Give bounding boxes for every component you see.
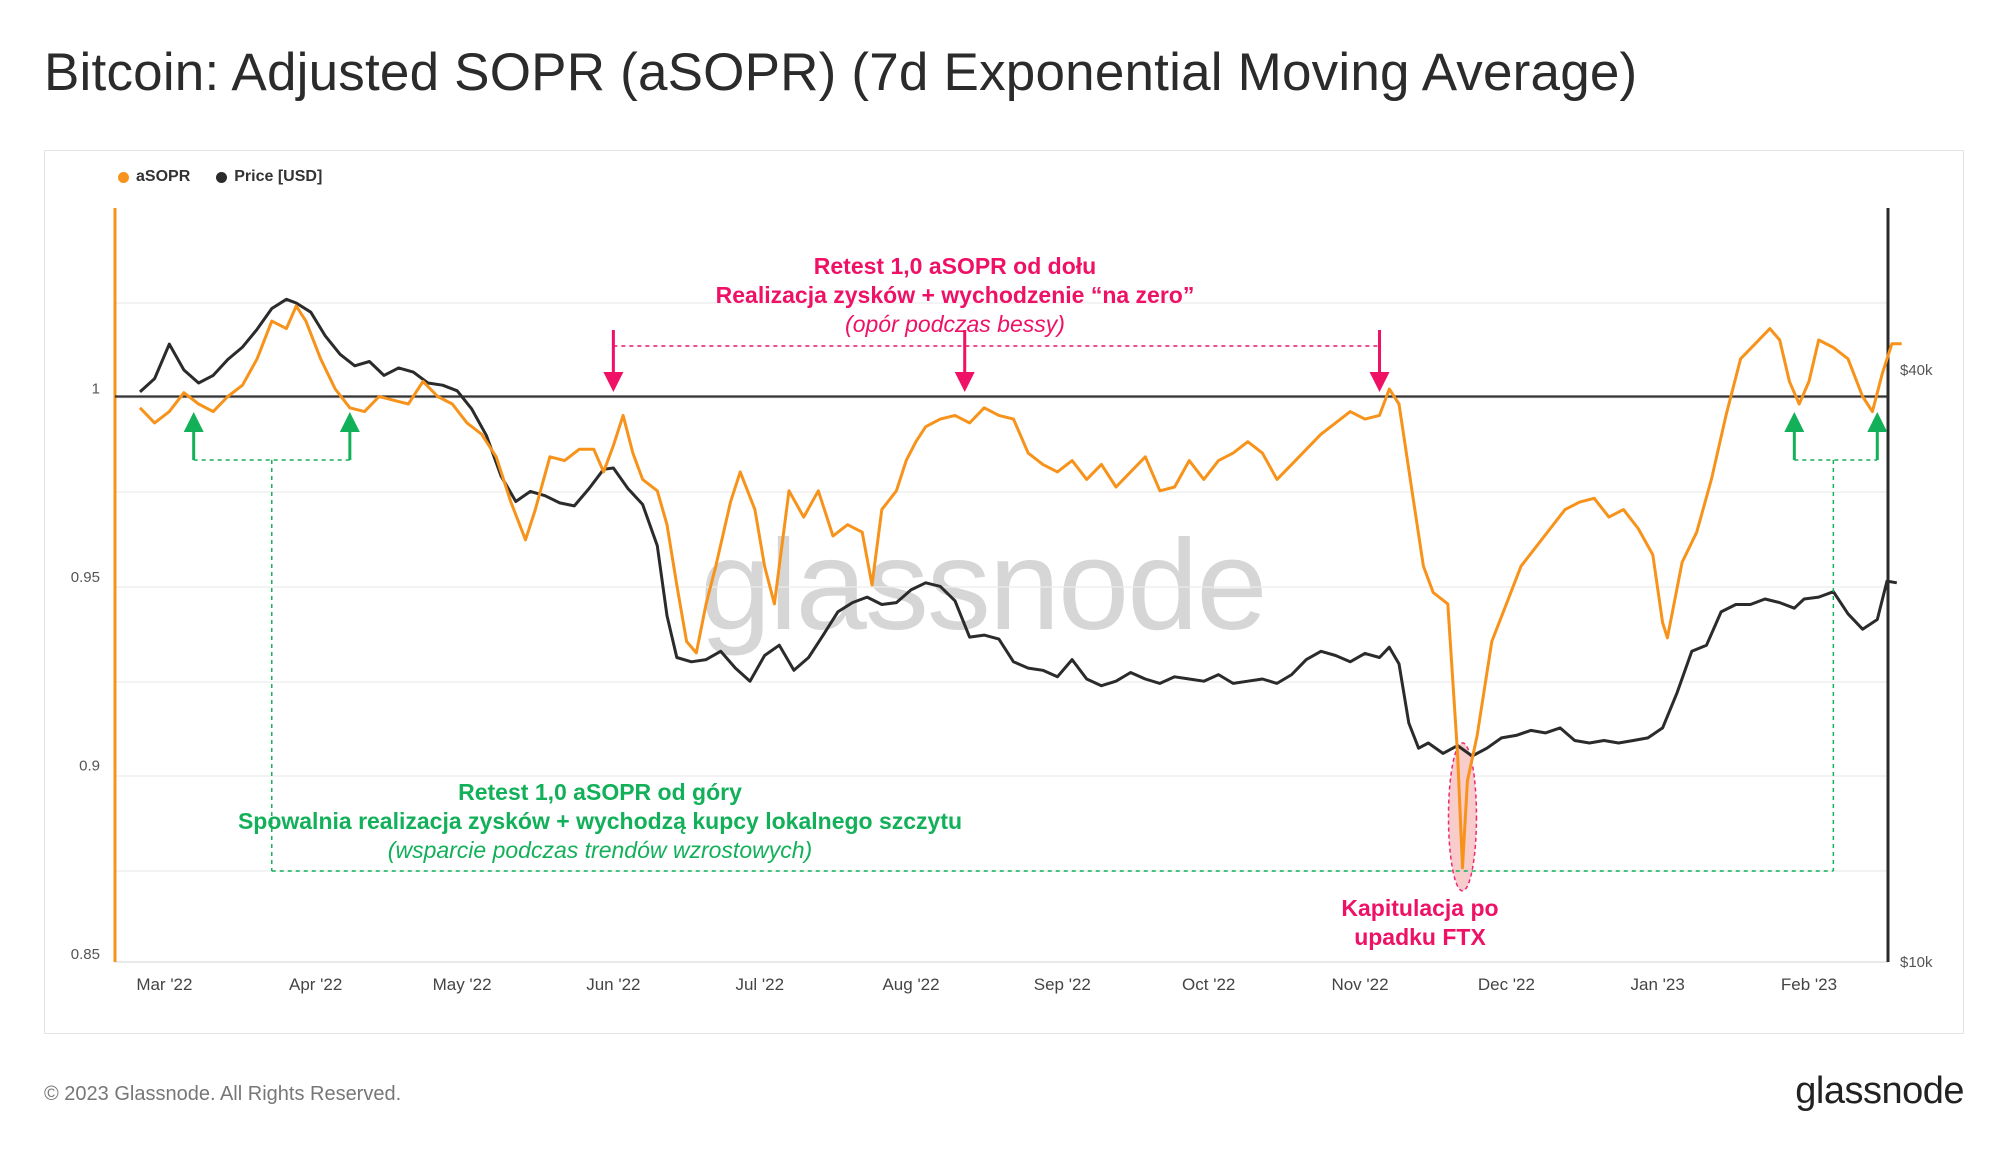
annotation-resistance-line2: Realizacja zysków + wychodzenie “na zero… [715,282,1195,308]
y-tick-label-left: 0.85 [71,946,100,963]
series-line-price [138,297,1898,758]
x-tick-label: Mar '22 [136,975,192,994]
x-tick-label: Nov '22 [1331,975,1388,994]
annotation-capitulation: Kapitulacja po upadku FTX [1310,894,1530,952]
y-tick-label-left: 0.95 [71,569,100,586]
support-arrow-head-0 [183,412,204,432]
x-tick-label: Sep '22 [1034,975,1091,994]
support-arrow-head-2 [1784,412,1805,432]
footer-logo: glassnode [1795,1070,1964,1112]
x-tick-label: Dec '22 [1478,975,1535,994]
page-title: Bitcoin: Adjusted SOPR (aSOPR) (7d Expon… [44,43,1638,102]
x-tick-label: Jul '22 [735,975,784,994]
x-tick-label: Jun '22 [586,975,640,994]
capitulation-highlight [1447,742,1478,892]
resistance-arrow-head-0 [603,372,624,392]
footer-copyright: © 2023 Glassnode. All Rights Reserved. [44,1083,402,1105]
resistance-arrow-head-2 [1369,372,1390,392]
annotation-resistance: Retest 1,0 aSOPR od dołu Realizacja zysk… [665,252,1245,339]
annotation-support: Retest 1,0 aSOPR od góry Spowalnia reali… [180,778,1020,865]
annotation-resistance-line3: (opór podczas bessy) [845,311,1065,337]
annotation-support-line2: Spowalnia realizacja zysków + wychodzą k… [237,808,963,834]
support-arrow-head-1 [339,412,360,432]
y-tick-label-right: $40k [1900,362,1933,379]
chart-legend: aSOPR Price [USD] [118,168,322,186]
legend-label-price: Price [USD] [234,168,323,185]
y-tick-label-left: 1 [92,381,100,398]
x-tick-label: Aug '22 [882,975,939,994]
legend-label-asopr: aSOPR [136,168,191,185]
series-line-asopr [138,304,1902,870]
y-tick-label-left: 0.9 [79,758,100,775]
legend-item-price[interactable]: Price [USD] [216,168,322,186]
annotation-capitulation-line1: Kapitulacja po [1341,895,1499,921]
support-arrow-head-3 [1867,412,1888,432]
annotation-support-line3: (wsparcie podczas trendów wzrostowych) [387,837,813,863]
legend-item-asopr[interactable]: aSOPR [118,168,190,186]
annotation-support-line1: Retest 1,0 aSOPR od góry [458,779,742,805]
legend-dot-asopr [118,171,129,183]
x-tick-label: Apr '22 [289,975,342,994]
x-tick-label: May '22 [433,975,492,994]
x-tick-label: Oct '22 [1182,975,1235,994]
x-tick-label: Feb '23 [1781,975,1837,994]
resistance-arrow-head-1 [954,372,975,392]
annotation-capitulation-line2: upadku FTX [1354,924,1486,950]
legend-dot-price [216,171,228,183]
y-tick-label-right: $10k [1900,954,1933,971]
chart-panel [44,150,1964,1034]
x-tick-label: Jan '23 [1631,975,1685,994]
annotation-resistance-line1: Retest 1,0 aSOPR od dołu [813,253,1097,279]
